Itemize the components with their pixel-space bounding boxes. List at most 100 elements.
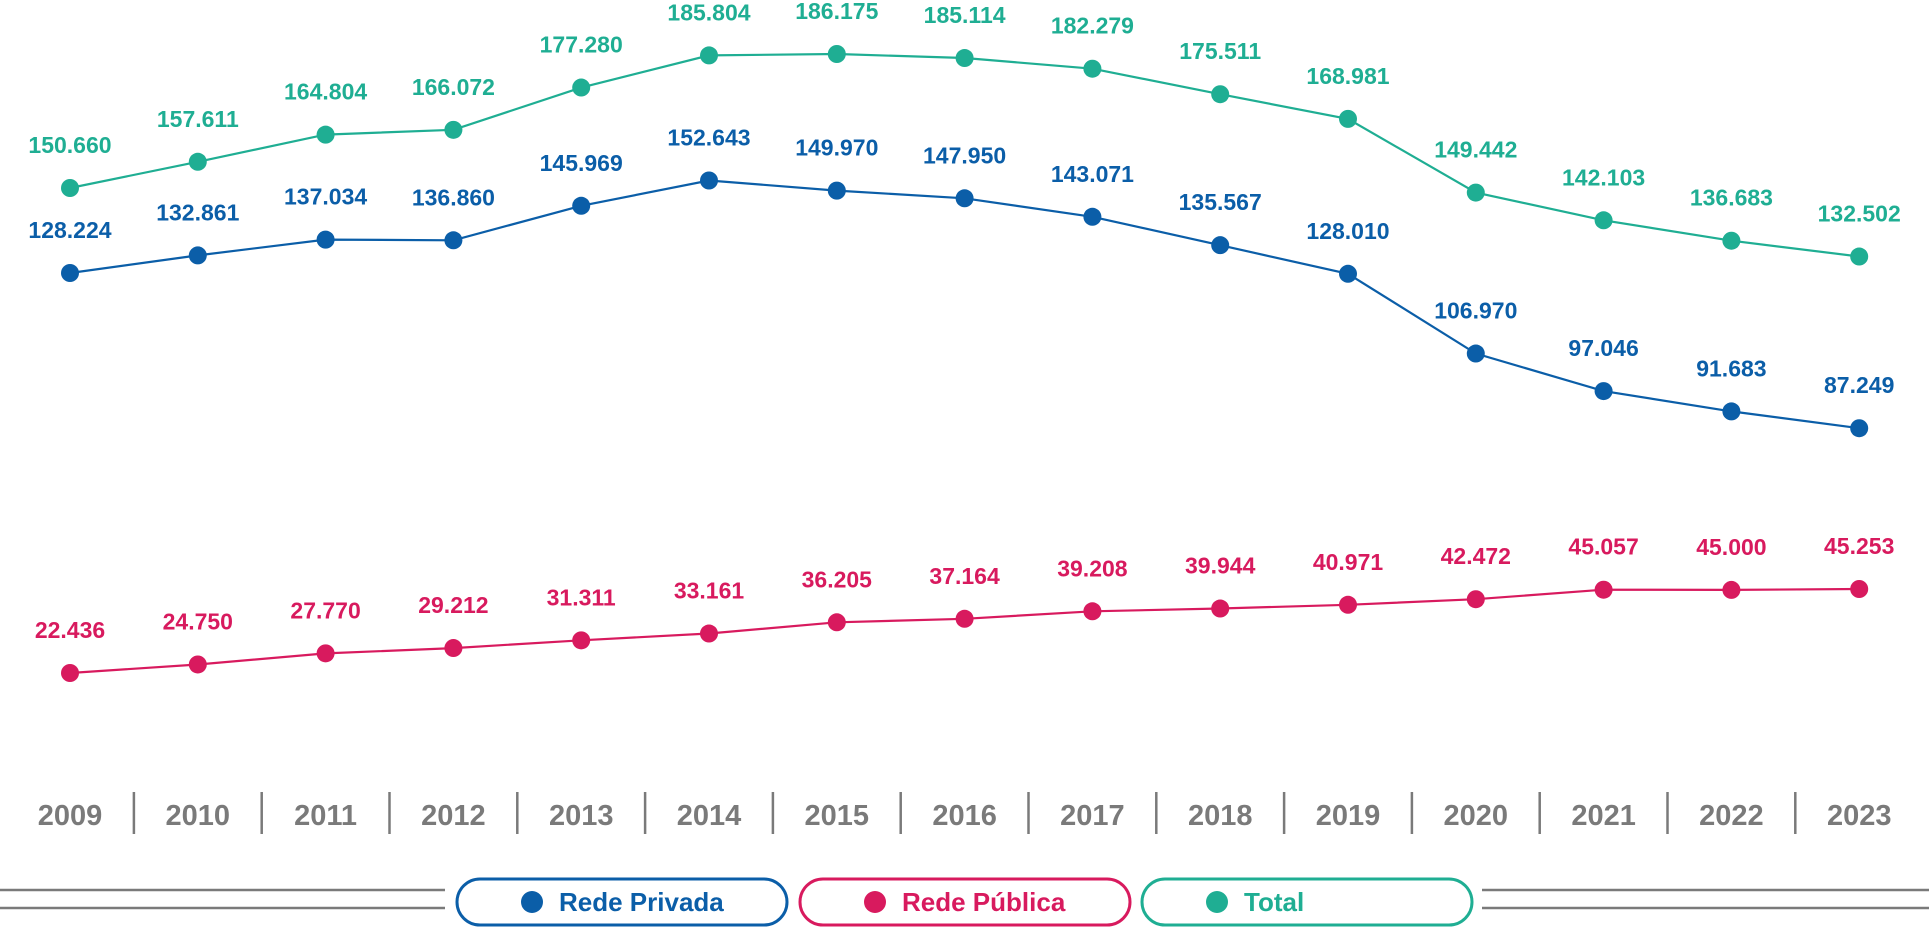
legend-item-total: Total [1140, 877, 1474, 927]
data-point-privada-2011 [316, 230, 335, 249]
series-publica: 22.436 24.750 27.770 29.212 31.311 33.161 36.2… [35, 533, 1894, 682]
data-label-privada-2016: 147.950 [923, 142, 1006, 168]
data-label-total-2012: 166.072 [412, 74, 495, 100]
data-point-total-2021 [1594, 211, 1613, 230]
data-label-privada-2023: 87.249 [1824, 372, 1894, 398]
data-point-privada-2014 [700, 171, 718, 190]
data-point-publica-2023 [1850, 580, 1869, 598]
data-point-total-2016 [955, 49, 974, 68]
legend-label-publica: Rede Pública [902, 887, 1066, 917]
data-point-total-2012 [444, 120, 463, 139]
x-tick-label-2020: 2020 [1444, 800, 1509, 832]
x-tick-label-2015: 2015 [805, 800, 870, 832]
x-tick-label-2023: 2023 [1827, 800, 1892, 832]
series-layer: 128.224 132.861 137.034 136.860 145.969 152.6… [28, 0, 1901, 682]
data-label-publica-2021: 45.057 [1568, 534, 1638, 560]
data-label-publica-2012: 29.212 [418, 592, 488, 618]
data-point-publica-2021 [1594, 580, 1613, 599]
data-point-publica-2014 [700, 624, 718, 643]
data-point-publica-2013 [572, 631, 591, 650]
data-point-privada-2013 [572, 196, 591, 215]
data-label-privada-2012: 136.860 [412, 184, 495, 210]
x-tick-label-2017: 2017 [1060, 800, 1125, 832]
data-label-publica-2010: 24.750 [163, 608, 233, 634]
data-label-total-2017: 182.279 [1051, 13, 1134, 39]
data-label-publica-2020: 42.472 [1441, 543, 1511, 569]
x-tick-label-2010: 2010 [166, 800, 231, 832]
data-label-publica-2016: 37.164 [929, 563, 1000, 589]
x-tick-label-2022: 2022 [1699, 800, 1764, 832]
x-tick-label-2014: 2014 [677, 800, 742, 832]
data-label-total-2020: 149.442 [1434, 137, 1517, 163]
legend-pill [1140, 877, 1474, 927]
x-tick-label-2016: 2016 [932, 800, 997, 832]
data-label-total-2015: 186.175 [795, 0, 878, 24]
data-label-privada-2022: 91.683 [1696, 355, 1766, 381]
series-privada: 128.224 132.861 137.034 136.860 145.969 152.6… [28, 125, 1894, 438]
data-point-publica-2011 [316, 644, 335, 663]
data-label-publica-2018: 39.944 [1185, 553, 1256, 579]
data-point-total-2022 [1722, 231, 1741, 250]
data-label-publica-2023: 45.253 [1824, 533, 1894, 559]
legend-label-total: Total [1244, 887, 1304, 917]
data-label-privada-2011: 137.034 [284, 184, 367, 210]
data-point-privada-2018 [1211, 236, 1230, 255]
data-point-privada-2020 [1466, 344, 1485, 363]
data-label-privada-2017: 143.071 [1051, 161, 1134, 187]
data-label-privada-2021: 97.046 [1568, 335, 1638, 361]
series-total: 150.660 157.611 164.804 166.072 177.280 185.8… [28, 0, 1901, 266]
x-tick-label-2018: 2018 [1188, 800, 1253, 832]
x-axis: 2009 2010 2011 2012 2013 2014 2015 2016 2017 2018… [38, 792, 1892, 834]
legend-item-privada: Rede Privada [455, 877, 789, 927]
data-point-total-2015 [827, 45, 846, 63]
x-tick-label-2013: 2013 [549, 800, 614, 832]
data-point-total-2010 [188, 152, 207, 171]
data-label-privada-2020: 106.970 [1434, 298, 1517, 324]
x-tick-label-2021: 2021 [1571, 800, 1636, 832]
data-point-publica-2009 [61, 664, 79, 682]
data-point-total-2019 [1339, 109, 1357, 128]
data-point-total-2011 [316, 125, 335, 144]
data-point-privada-2012 [444, 231, 463, 250]
data-label-privada-2015: 149.970 [795, 135, 878, 161]
data-point-total-2013 [572, 78, 591, 97]
data-point-total-2023 [1850, 247, 1869, 266]
data-label-total-2021: 142.103 [1562, 164, 1645, 190]
data-point-privada-2016 [955, 189, 974, 208]
data-point-publica-2015 [827, 613, 846, 632]
legend-marker-publica [864, 891, 886, 913]
x-tick-label-2009: 2009 [38, 800, 103, 832]
legend-pill [798, 877, 1132, 927]
data-point-publica-2019 [1339, 595, 1357, 614]
data-label-total-2014: 185.804 [667, 0, 750, 25]
data-point-privada-2023 [1850, 419, 1869, 438]
data-point-publica-2018 [1211, 599, 1230, 618]
data-label-total-2016: 185.114 [924, 2, 1006, 28]
data-label-publica-2015: 36.205 [802, 566, 873, 592]
x-tick-label-2012: 2012 [421, 800, 486, 832]
data-point-publica-2012 [444, 639, 463, 658]
data-point-privada-2009 [61, 264, 79, 282]
data-label-privada-2010: 132.861 [156, 199, 239, 225]
data-label-total-2010: 157.611 [157, 106, 239, 132]
data-label-total-2018: 175.511 [1179, 38, 1261, 64]
data-label-privada-2018: 135.567 [1179, 189, 1262, 215]
data-label-publica-2022: 45.000 [1696, 534, 1766, 560]
data-point-privada-2019 [1339, 264, 1357, 283]
data-label-publica-2019: 40.971 [1313, 549, 1384, 575]
data-point-publica-2017 [1083, 602, 1102, 621]
data-label-privada-2019: 128.010 [1306, 218, 1389, 244]
data-label-publica-2011: 27.770 [290, 597, 360, 623]
data-point-publica-2010 [188, 655, 207, 674]
data-point-publica-2022 [1722, 580, 1741, 599]
data-label-publica-2014: 33.161 [674, 578, 745, 604]
data-point-total-2020 [1466, 183, 1485, 202]
data-point-total-2017 [1083, 59, 1102, 78]
legend-marker-total [1206, 891, 1228, 913]
data-label-publica-2017: 39.208 [1057, 555, 1128, 581]
data-label-publica-2013: 31.311 [547, 584, 616, 610]
data-label-total-2019: 168.981 [1306, 63, 1389, 89]
legend-label-privada: Rede Privada [559, 887, 724, 917]
legend-marker-privada [521, 891, 543, 913]
